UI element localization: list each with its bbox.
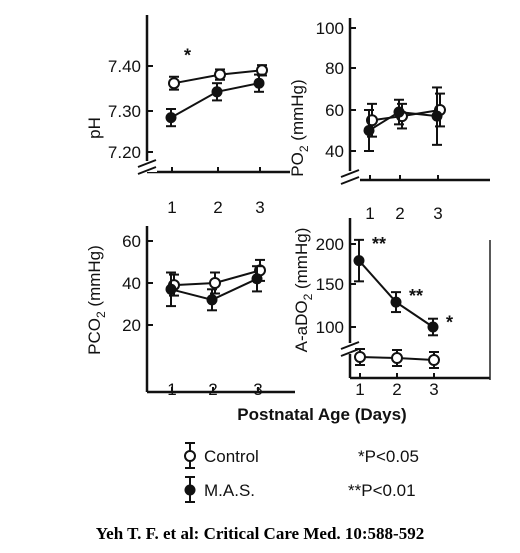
legend-mas-marker <box>184 476 196 503</box>
axis-break <box>340 169 360 185</box>
y-axis-label: PO2 (mmHg) <box>288 79 311 176</box>
y-tick-label: 100 <box>316 318 344 337</box>
y-tick-label: 7.40 <box>108 57 141 76</box>
significance-mark: * <box>446 313 453 333</box>
significance-mark: * <box>184 46 191 66</box>
panel-ph: 7.20 7.30 7.40 1 2 3 pH * <box>85 15 290 217</box>
y-axis-label: PCO2 (mmHg) <box>85 245 108 355</box>
legend: Control M.A.S. *P<0.05 **P<0.01 <box>184 442 419 503</box>
y-tick-label: 40 <box>325 142 344 161</box>
y-tick-label: 40 <box>122 274 141 293</box>
data-point-open <box>391 352 403 364</box>
y-tick-label: 20 <box>122 316 141 335</box>
axis-break <box>340 341 360 357</box>
data-point-filled <box>431 110 443 122</box>
y-tick-label: 80 <box>325 59 344 78</box>
data-point-filled <box>363 125 375 136</box>
y-tick-label: 60 <box>325 101 344 120</box>
data-point-filled <box>353 255 365 267</box>
panel-pco2: 20 40 60 1 2 3 PCO2 (mmHg) <box>85 226 295 399</box>
y-axis-label: pH <box>85 117 104 139</box>
y-tick-label: 7.30 <box>108 102 141 121</box>
y-axis-label: A-aDO2 (mmHg) <box>292 228 315 353</box>
x-tick-label: 2 <box>208 380 217 399</box>
data-point-filled <box>251 273 263 285</box>
data-point-open <box>214 68 226 81</box>
data-point-open <box>168 77 180 90</box>
y-tick-label: 100 <box>316 19 344 38</box>
x-axis-label: Postnatal Age (Days) <box>237 405 406 424</box>
series-m-a-s- <box>165 265 263 312</box>
y-tick-label: 60 <box>122 232 141 251</box>
x-tick-label: 2 <box>392 380 401 399</box>
legend-significance-1: *P<0.05 <box>358 447 419 466</box>
axis-break <box>137 159 157 175</box>
data-point-filled <box>427 321 439 333</box>
panel-po2: 40 60 80 100 1 2 3 PO2 (mmHg) <box>288 18 490 223</box>
data-point-filled <box>165 283 177 295</box>
legend-control-label: Control <box>204 447 259 466</box>
significance-mark: ** <box>372 234 386 254</box>
x-tick-label: 2 <box>213 198 222 217</box>
x-tick-label: 1 <box>167 198 176 217</box>
legend-significance-2: **P<0.01 <box>348 481 416 500</box>
x-tick-label: 2 <box>395 204 404 223</box>
data-point-filled <box>253 77 265 89</box>
significance-mark: ** <box>409 286 423 306</box>
citation: Yeh T. F. et al: Critical Care Med. 10:5… <box>95 524 425 543</box>
data-point-open <box>354 351 366 363</box>
x-tick-label: 3 <box>255 198 264 217</box>
series-control <box>168 64 268 91</box>
x-tick-label: 3 <box>253 380 262 399</box>
x-tick-label: 3 <box>433 204 442 223</box>
x-tick-label: 1 <box>355 380 364 399</box>
y-tick-label: 150 <box>316 275 344 294</box>
y-tick-label: 7.20 <box>108 143 141 162</box>
data-point-filled <box>165 112 177 124</box>
x-tick-label: 1 <box>365 204 374 223</box>
data-point-open <box>428 354 440 366</box>
x-tick-label: 1 <box>167 380 176 399</box>
data-point-filled <box>211 86 223 98</box>
data-point-open <box>209 277 221 289</box>
series-m-a-s- <box>363 86 443 152</box>
data-point-filled <box>393 106 405 118</box>
series-m-a-s- <box>165 73 265 128</box>
data-point-filled <box>206 294 218 306</box>
x-tick-label: 3 <box>429 380 438 399</box>
series-m-a-s- <box>353 238 439 337</box>
legend-control-marker <box>184 442 196 469</box>
data-point-filled <box>390 296 402 308</box>
legend-mas-label: M.A.S. <box>204 481 255 500</box>
panels: 7.20 7.30 7.40 1 2 3 pH * 40 60 80 100 1 2 3 PO2 (mmHg)… <box>85 15 491 399</box>
series-control-below-break <box>354 348 440 369</box>
y-tick-label: 200 <box>316 235 344 254</box>
